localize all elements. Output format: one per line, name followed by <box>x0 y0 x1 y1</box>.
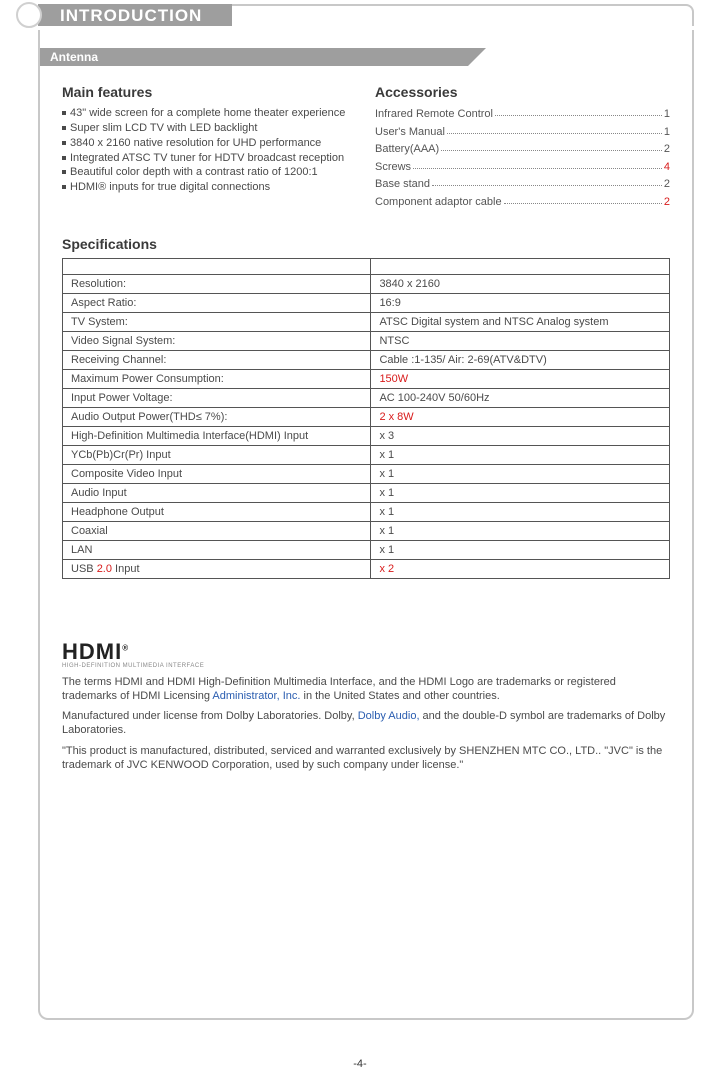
page-number: -4- <box>0 1058 720 1070</box>
accessory-row: Component adaptor cable2 <box>375 194 670 212</box>
feature-item: 43" wide screen for a complete home thea… <box>62 106 357 121</box>
feature-item: Super slim LCD TV with LED backlight <box>62 121 357 136</box>
table-row: High-Definition Multimedia Interface(HDM… <box>63 426 670 445</box>
features-list: 43" wide screen for a complete home thea… <box>62 106 357 195</box>
specs-table: Resolution:3840 x 2160Aspect Ratio:16:9T… <box>62 258 670 579</box>
feature-item: HDMI® inputs for true digital connection… <box>62 180 357 195</box>
specs-heading: Specifications <box>62 236 670 252</box>
dolby-note: Manufactured under license from Dolby La… <box>62 709 670 738</box>
accessories-heading: Accessories <box>375 84 670 100</box>
section-antenna: Antenna <box>40 48 468 66</box>
main-features-heading: Main features <box>62 84 357 100</box>
table-row: TV System:ATSC Digital system and NTSC A… <box>63 312 670 331</box>
table-row: LANx 1 <box>63 540 670 559</box>
feature-item: Beautiful color depth with a contrast ra… <box>62 165 357 180</box>
hdmi-trademark-note: The terms HDMI and HDMI High-Definition … <box>62 675 670 704</box>
table-row: Headphone Outputx 1 <box>63 502 670 521</box>
table-row: Maximum Power Consumption:150W <box>63 369 670 388</box>
table-row: Receiving Channel:Cable :1-135/ Air: 2-6… <box>63 350 670 369</box>
feature-item: Integrated ATSC TV tuner for HDTV broadc… <box>62 151 357 166</box>
hdmi-logo: HDMI® <box>62 639 670 665</box>
table-row: Video Signal System:NTSC <box>63 331 670 350</box>
table-row: Aspect Ratio:16:9 <box>63 293 670 312</box>
accessory-row: Screws4 <box>375 159 670 177</box>
table-row: Resolution:3840 x 2160 <box>63 274 670 293</box>
table-row: Composite Video Inputx 1 <box>63 464 670 483</box>
page-title: INTRODUCTION <box>38 4 232 26</box>
accessory-row: User's Manual1 <box>375 124 670 142</box>
hdmi-logo-sub: HIGH-DEFINITION MULTIMEDIA INTERFACE <box>62 663 670 669</box>
accessory-row: Battery(AAA)2 <box>375 141 670 159</box>
title-circle-icon <box>16 2 42 28</box>
manufacturer-note: "This product is manufactured, distribut… <box>62 744 670 773</box>
table-row: Audio Inputx 1 <box>63 483 670 502</box>
table-row: Audio Output Power(THD≤ 7%):2 x 8W <box>63 407 670 426</box>
accessory-row: Infrared Remote Control1 <box>375 106 670 124</box>
table-row: USB 2.0 Inputx 2 <box>63 559 670 578</box>
accessories-list: Infrared Remote Control1User's Manual1Ba… <box>375 106 670 212</box>
table-row: YCb(Pb)Cr(Pr) Inputx 1 <box>63 445 670 464</box>
table-row: Coaxialx 1 <box>63 521 670 540</box>
accessory-row: Base stand2 <box>375 176 670 194</box>
table-row: Input Power Voltage:AC 100-240V 50/60Hz <box>63 388 670 407</box>
feature-item: 3840 x 2160 native resolution for UHD pe… <box>62 136 357 151</box>
